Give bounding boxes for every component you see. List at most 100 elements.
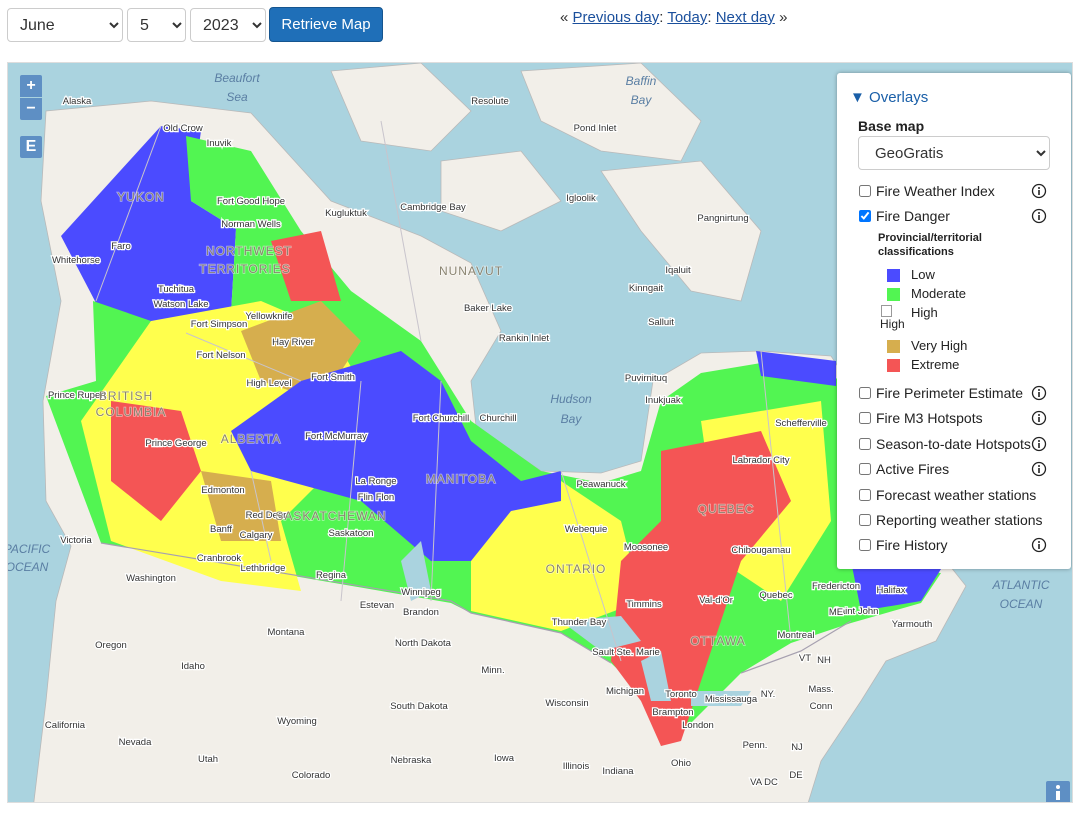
info-bar (1038, 544, 1040, 549)
layer-row: Forecast weather stations (859, 486, 1036, 504)
map-label: Hudson (550, 392, 592, 406)
map-label: DE (789, 770, 802, 781)
layer-name: Active Fires (876, 461, 950, 477)
layer-checkbox[interactable] (859, 210, 871, 222)
legend-label: Very High (911, 338, 968, 353)
layer-name: Fire Danger (876, 208, 950, 224)
map-label: Cambridge Bay (400, 202, 466, 213)
info-icon[interactable] (1031, 410, 1047, 426)
map-label: Inuvik (207, 138, 232, 149)
info-icon[interactable] (1031, 461, 1047, 477)
map-label: Fort Good Hope (217, 196, 285, 207)
retrieve-button[interactable]: Retrieve Map (269, 7, 383, 42)
map-label: Fort Nelson (196, 350, 245, 361)
map-label: Fort Simpson (191, 319, 248, 330)
previous-day[interactable]: Previous day (572, 9, 660, 26)
map-label: Red Deer (246, 510, 287, 521)
overlays-header[interactable]: ▼ Overlays (850, 89, 928, 106)
layer-checkbox[interactable] (859, 514, 871, 526)
map-label: Winnipeg (401, 587, 441, 598)
legend-swatch (887, 269, 900, 282)
map-label: Webequie (565, 524, 608, 535)
map[interactable]: Alaska Beaufort Sea Resolute Baffin Bay Old Cr… (7, 62, 1073, 803)
zoom-out[interactable]: − (20, 98, 42, 120)
layer-row: Active Fires (859, 460, 949, 478)
overlays-panel: ▼ Overlays Base map GeoGratis Fire Weath… (837, 73, 1071, 569)
map-label: Iowa (494, 753, 515, 764)
map-label: NORTHWEST (206, 244, 292, 258)
map-label: ALBERTA (221, 432, 282, 446)
layer-checkbox[interactable] (859, 387, 871, 399)
map-label: Yellowknife (245, 311, 292, 322)
info-icon[interactable] (1031, 183, 1047, 199)
map-label: Pond Inlet (574, 123, 617, 134)
map-label: Peawanuck (576, 479, 625, 490)
map-label: YUKON (117, 190, 165, 204)
layer-checkbox[interactable] (859, 185, 871, 197)
legend-label: Extreme (911, 357, 960, 372)
today[interactable]: Today (667, 9, 708, 26)
info-icon[interactable] (1031, 436, 1047, 452)
map-label: OTTAWA (690, 634, 746, 648)
map-label: Prince George (145, 438, 206, 449)
map-label: Wyoming (277, 716, 317, 727)
map-label: Ohio (671, 758, 691, 769)
map-label: Minn. (481, 665, 504, 676)
info-icon[interactable] (1031, 537, 1047, 553)
map-label: BRITISH (99, 389, 153, 403)
layer-checkbox[interactable] (859, 463, 871, 475)
extent-button[interactable]: E (20, 136, 42, 158)
zoom-in[interactable]: + (20, 75, 42, 97)
map-label: TERRITORIES (199, 262, 290, 276)
month-select[interactable]: June (7, 8, 123, 42)
map-label: Timmins (626, 599, 662, 610)
map-label: Oregon (95, 640, 127, 651)
map-label: Wisconsin (545, 698, 588, 709)
info-dot (1038, 389, 1040, 391)
info-bar (1038, 443, 1040, 448)
year-select[interactable]: 2023 (190, 8, 266, 42)
map-label: Brandon (403, 607, 439, 618)
map-label: Prince Rupert (48, 390, 106, 401)
map-label: NUNAVUT (439, 264, 503, 278)
base-map-select[interactable]: GeoGratis (858, 136, 1050, 170)
next-day[interactable]: Next day (715, 9, 775, 26)
layer-checkbox[interactable] (859, 539, 871, 551)
map-label: Victoria (60, 535, 92, 546)
info-ring (1031, 410, 1047, 426)
layer-checkbox[interactable] (859, 438, 871, 450)
map-label: Labrador City (732, 455, 789, 466)
map-label: Idaho (181, 661, 205, 672)
map-label: Quebec (759, 590, 793, 601)
info-icon[interactable] (1031, 385, 1047, 401)
info-icon[interactable] (1031, 208, 1047, 224)
map-label: NH (817, 655, 831, 666)
legend-swatch (887, 359, 900, 372)
map-label: Beaufort (214, 71, 260, 85)
layer-checkbox[interactable] (859, 412, 871, 424)
map-label: Fredericton (812, 581, 860, 592)
layer-row: Fire Perimeter Estimate (859, 384, 1023, 402)
map-label: Conn (810, 701, 833, 712)
layer-name: Fire Weather Index (876, 183, 995, 199)
info-bar (1038, 392, 1040, 397)
base-map-label: Base map (858, 118, 925, 134)
info-ring (1031, 436, 1047, 452)
map-label: Old Crow (163, 123, 203, 134)
map-label: Illinois (563, 761, 590, 772)
layer-row: Season-to-date Hotspots (859, 435, 1031, 453)
map-label: Cranbrook (197, 553, 242, 564)
layer-name: Season-to-date Hotspots (876, 436, 1031, 452)
map-label: Val-d'Or (699, 595, 733, 606)
map-label: Mass. (808, 684, 833, 695)
day-select[interactable]: 5 (127, 8, 186, 42)
info-button[interactable] (1046, 781, 1070, 803)
map-label: Bay (631, 93, 653, 107)
map-label: Washington (126, 573, 176, 584)
nav-sep: : (707, 9, 712, 26)
info-ring (1031, 461, 1047, 477)
info-bar (1038, 468, 1040, 473)
layer-row: Fire Weather Index (859, 182, 995, 200)
map-label: Halifax (876, 585, 905, 596)
layer-checkbox[interactable] (859, 489, 871, 501)
